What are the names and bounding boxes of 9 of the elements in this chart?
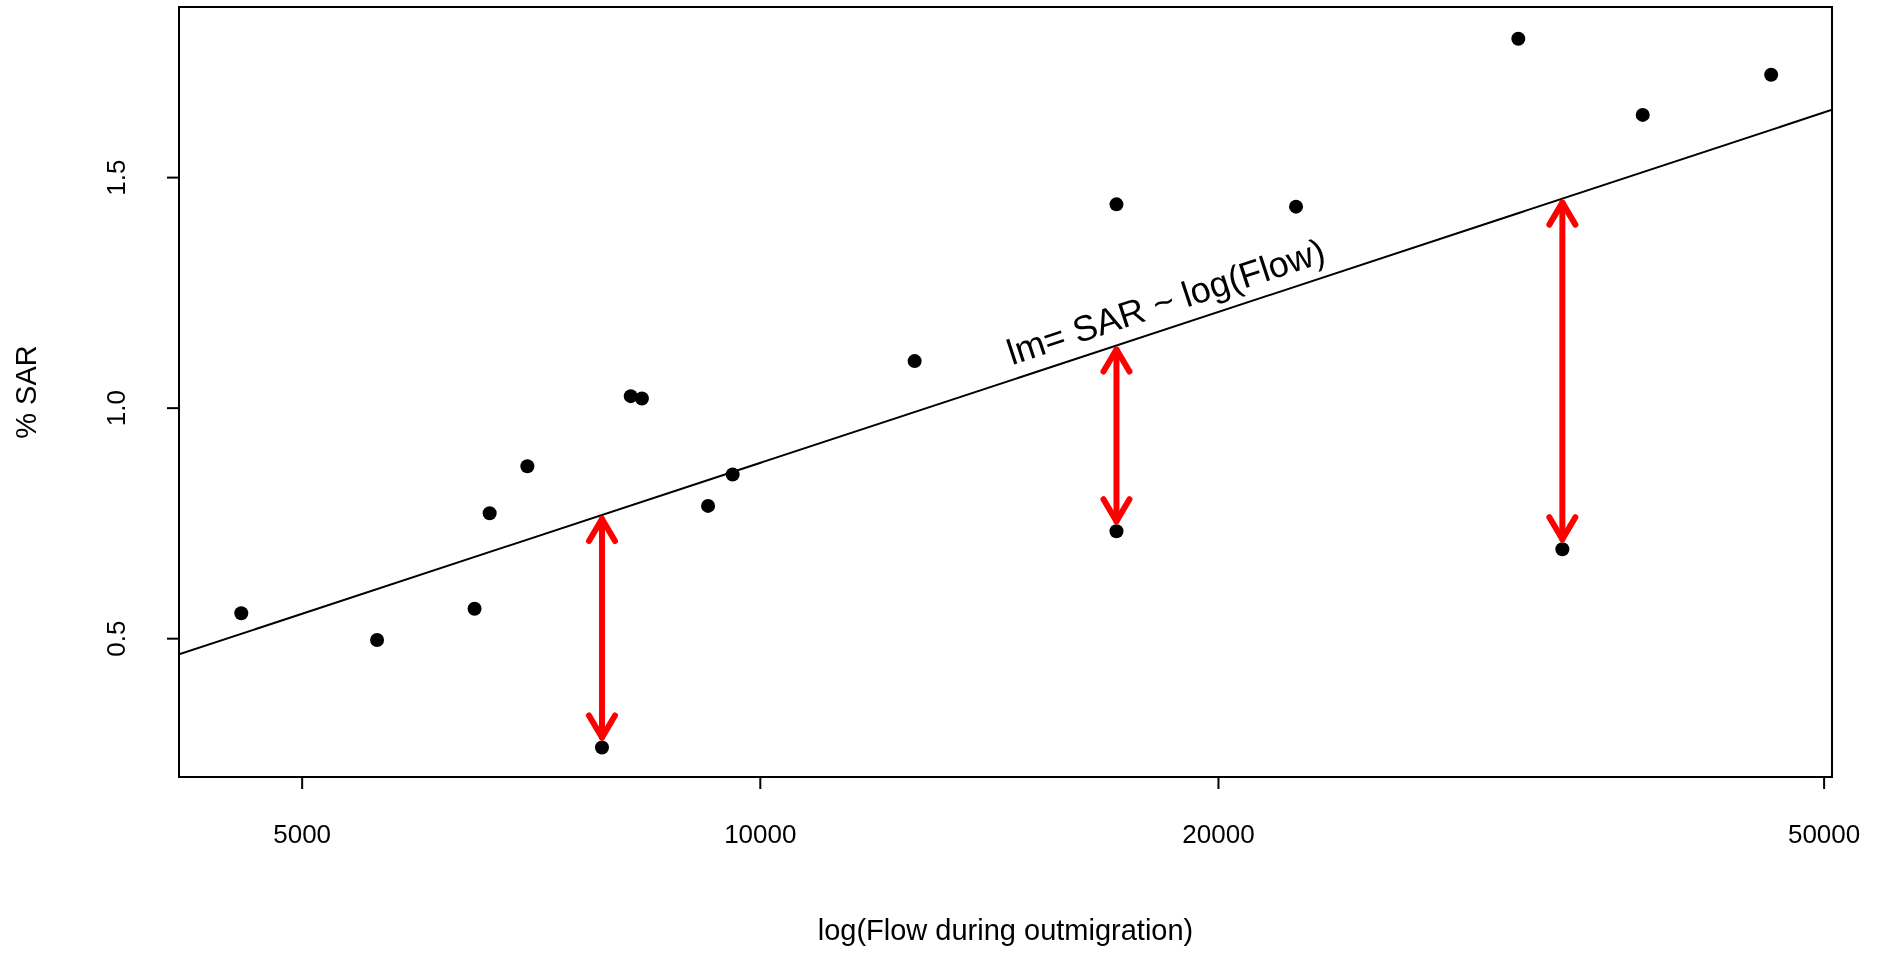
- y-tick-label: 1.0: [101, 390, 131, 427]
- y-axis-title: % SAR: [10, 345, 42, 439]
- x-tick-label: 50000: [1787, 819, 1861, 849]
- x-tick-label: 20000: [1182, 819, 1255, 849]
- x-tick-label: 5000: [273, 819, 332, 849]
- x-tick-label: 10000: [724, 819, 797, 849]
- y-tick-label: 1.5: [101, 159, 131, 196]
- y-tick-label: 0.5: [101, 620, 131, 657]
- x-axis-title: log(Flow during outmigration): [817, 914, 1194, 946]
